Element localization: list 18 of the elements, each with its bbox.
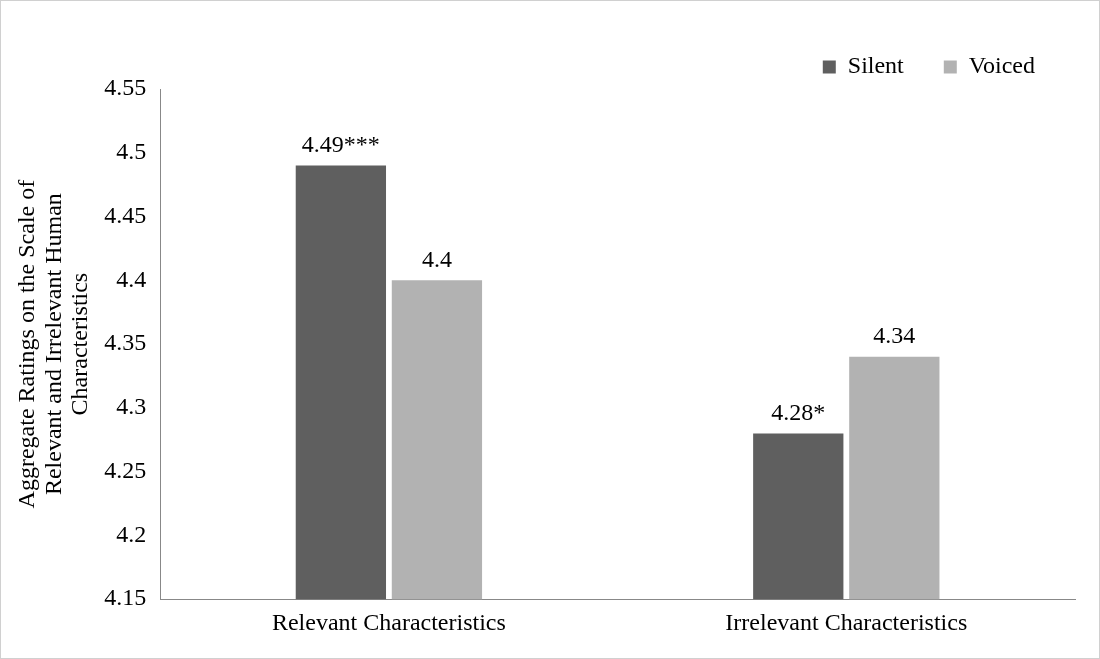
data-label: 4.34	[873, 322, 916, 349]
y-tick-label: 4.25	[104, 456, 147, 483]
y-tick-label: 4.45	[104, 201, 147, 228]
y-tick-label: 4.5	[116, 138, 147, 165]
x-tick-label: Irrelevant Characteristics	[725, 608, 968, 635]
data-label: 4.49***	[301, 130, 380, 157]
y-tick-label: 4.4	[116, 265, 147, 292]
y-tick-label: 4.15	[104, 584, 147, 611]
y-tick-label: 4.2	[116, 520, 147, 547]
legend-label: Voiced	[968, 52, 1036, 79]
data-label: 4.4	[421, 245, 452, 272]
x-tick-label: Relevant Characteristics	[271, 608, 506, 635]
y-axis-title: Aggregate Ratings on the Scale of Relevant and Irrelevant Human Characteristics	[13, 179, 93, 509]
data-label: 4.28*	[771, 398, 826, 425]
legend-label: Silent	[847, 52, 905, 79]
y-tick-label: 4.35	[104, 329, 147, 356]
y-tick-label: 4.55	[104, 74, 147, 101]
y-tick-label: 4.3	[116, 393, 147, 420]
